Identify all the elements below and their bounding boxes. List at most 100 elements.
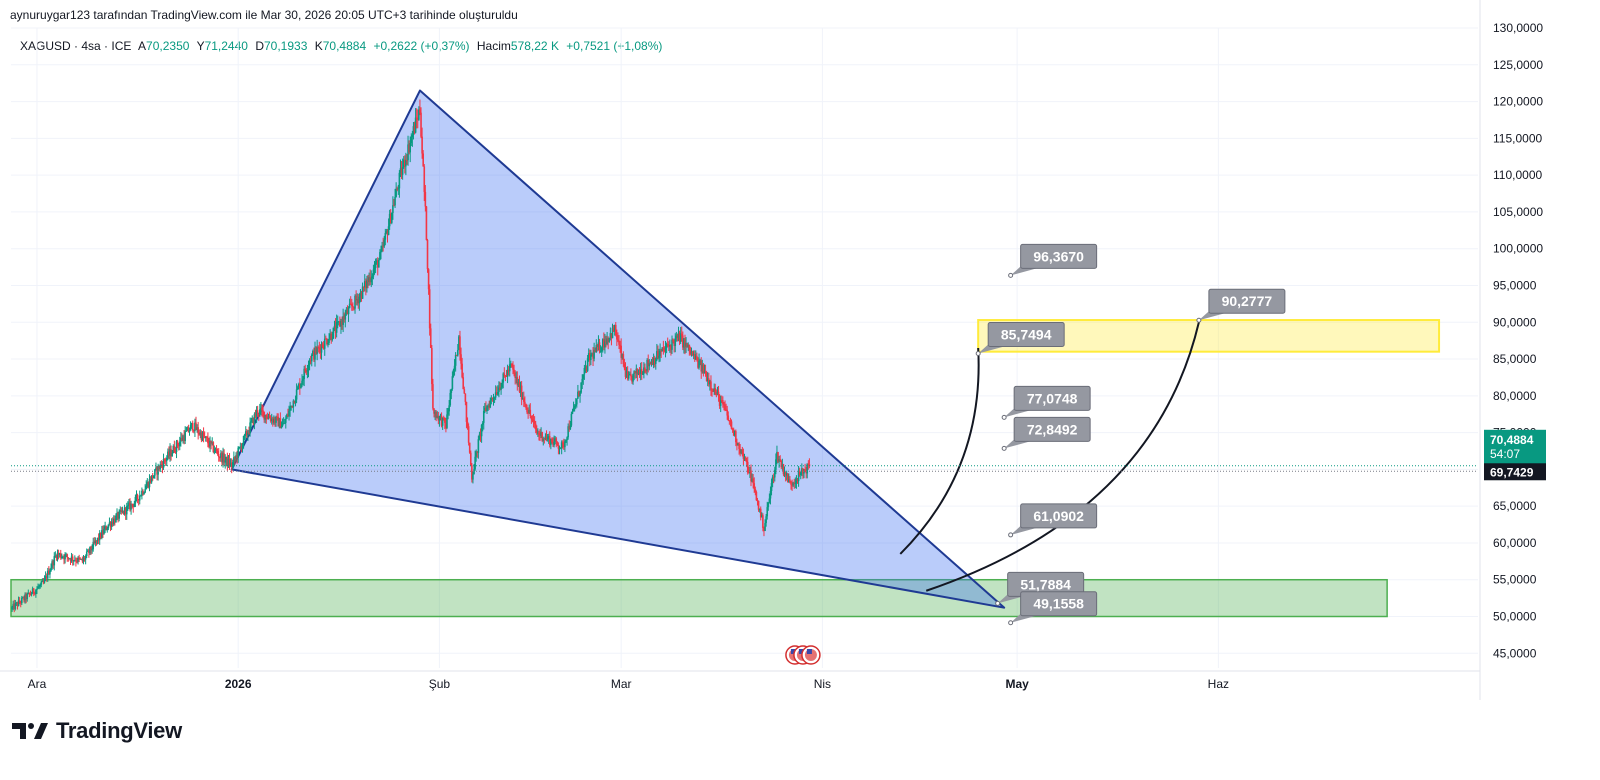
candle-body [194,422,196,432]
candle-body [265,414,268,419]
candle-body [491,398,494,400]
legend-symbol[interactable]: XAGUSD · 4sa · ICE [20,39,132,53]
candle-body [281,423,284,426]
triangle-pattern[interactable] [230,89,1006,609]
candle-body [341,321,343,325]
callout-anchor [1196,317,1202,323]
candle-body [38,586,40,588]
prev-price-label[interactable]: 69,7429 [1484,463,1546,481]
candle-body [409,142,412,153]
candle-body [72,560,75,562]
candle-body [70,556,73,562]
candle-body [30,593,33,595]
candle-body [445,422,447,428]
candle-body [640,369,643,375]
candle-body [146,482,149,486]
candle-body [74,560,76,562]
candle-body [322,346,325,349]
drawing-triangle[interactable] [230,89,1006,609]
candle-body [248,432,250,434]
projection-curve-1[interactable] [899,347,980,555]
candle-body [57,553,60,555]
price-callouts[interactable]: 96,3670 90,2777 85,7494 77,0748 72,8492 61,09… [975,243,1286,626]
chart-axes[interactable]: 130,0000 125,0000 120,0000 115,0000 110,0000… [0,0,1546,700]
price-callout[interactable]: 49,1558 [1008,591,1098,626]
candle-body [282,423,285,425]
candle-body [108,522,111,525]
tradingview-logo[interactable]: TradingView [12,718,182,744]
candle-body [362,286,365,288]
candle-body [340,321,342,327]
candle-body [635,368,638,374]
price-chart[interactable]: 96,3670 90,2777 85,7494 77,0748 72,8492 61,09… [0,0,1600,700]
candle-body [84,555,87,560]
callout-anchor [1008,620,1014,626]
legend-high-value: 71,2440 [204,39,248,53]
candle-body [12,603,14,608]
drawing-curves[interactable] [899,322,1200,592]
tradingview-logo-icon [12,723,48,739]
candle-body [423,166,426,192]
candle-body [88,550,90,553]
price-callout[interactable]: 77,0748 [1001,385,1091,420]
candle-body [150,475,153,483]
candle-body [617,339,619,341]
candle-body [584,367,587,369]
candle-body [11,607,13,610]
price-callout[interactable]: 72,8492 [1001,416,1091,451]
candle-body [221,453,223,463]
candle-body [614,324,617,336]
price-callout[interactable]: 90,2777 [1196,288,1286,323]
candle-body [690,351,693,354]
candle-body [407,144,409,161]
callout-label: 72,8492 [1027,421,1078,437]
candle-body [687,344,690,348]
candle-body [716,391,719,395]
candle-body [374,262,377,269]
callout-label: 77,0748 [1027,390,1078,406]
candle-body [653,357,656,364]
candle-body [134,497,137,504]
candle-body [263,411,265,420]
callout-box [1013,385,1091,411]
price-callout[interactable]: 51,7884 [995,571,1085,606]
candle-body [310,354,313,362]
candle-body [75,560,77,562]
candle-body [410,137,413,143]
candle-body [102,530,104,534]
candle-body [94,540,97,544]
price-callout[interactable]: 96,3670 [1008,243,1098,278]
candle-body [674,338,677,346]
price-tick-label: 90,0000 [1493,315,1537,329]
candle-body [128,502,130,506]
drawing-zones[interactable] [10,319,1441,618]
candle-body [368,277,370,282]
candle-body [335,322,338,333]
candle-body [448,405,450,412]
candle-body [529,409,532,416]
candle-body [392,205,394,213]
candle-body [91,549,93,551]
projection-curve-2[interactable] [925,322,1200,592]
candle-body [691,351,694,356]
us-event-badge-3[interactable] [801,645,821,665]
candle-body [64,554,66,560]
candle-body [467,426,470,443]
candle-body [336,321,339,323]
candle-body [226,456,229,466]
candle-body [435,411,437,418]
price-callout[interactable]: 61,0902 [1008,503,1098,538]
candle-body [482,410,485,423]
candle-body [262,410,264,412]
candle-body [472,474,474,480]
candle-body [699,360,701,362]
candle-body [580,382,582,393]
support-zone-green[interactable] [10,578,1388,618]
time-tick-label: Şub [429,677,451,691]
candle-body [178,441,181,446]
candle-body [476,451,479,453]
price-callout[interactable]: 85,7494 [975,322,1065,357]
economic-events[interactable] [785,645,821,665]
candle-body [712,390,714,392]
